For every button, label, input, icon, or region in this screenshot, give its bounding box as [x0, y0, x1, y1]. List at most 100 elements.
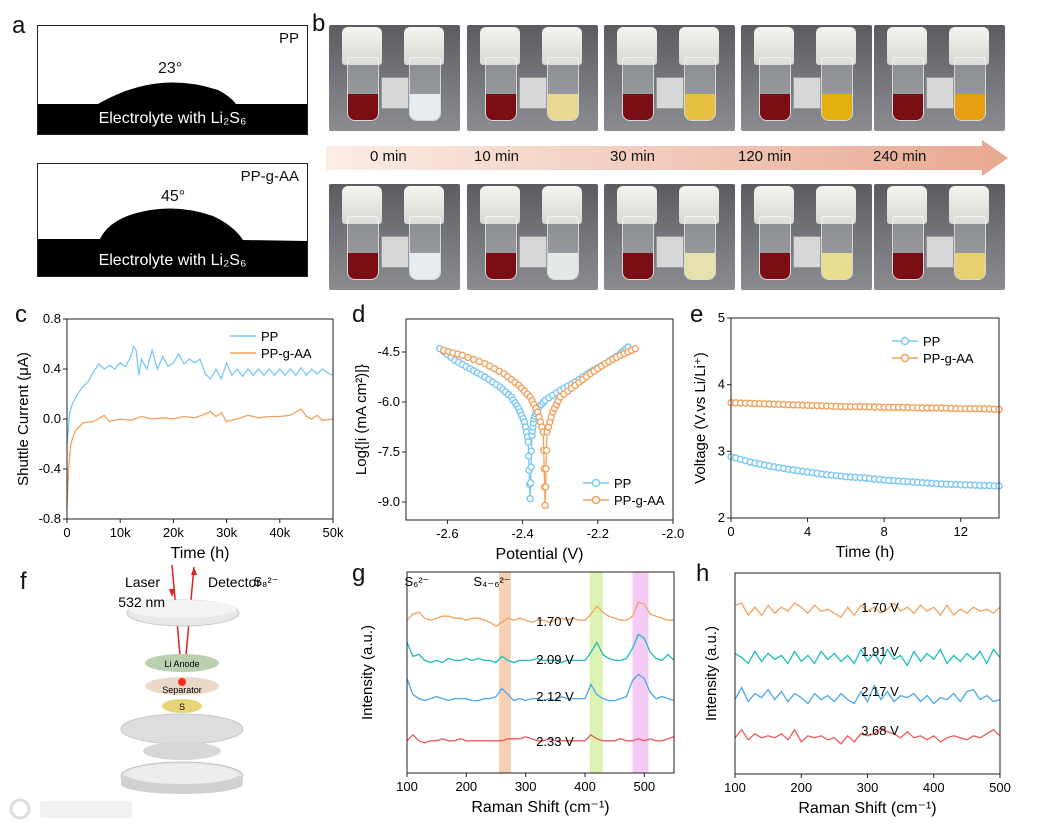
wavelength-label: 532 nm — [118, 594, 165, 610]
chart-g: S₈²⁻ S₆²⁻ S₄₋₆²⁻ 1.70 V 2.09 V 2.12 V 2.33 V 10… — [253, 571, 675, 816]
data-point — [524, 438, 532, 446]
data-point — [527, 463, 535, 471]
time-label: 240 min — [873, 148, 927, 165]
right-vial — [821, 216, 853, 280]
series-line-2-12-v — [406, 673, 675, 702]
h-cell-photo-pp-g-aa-4 — [874, 184, 1005, 290]
y-tick-label: 4 — [718, 377, 725, 392]
series-line-1-70-v — [406, 601, 674, 628]
x-tick-label: -2.6 — [436, 526, 458, 541]
h-cell-photo-pp-4 — [874, 25, 1005, 131]
highlight-band — [498, 572, 511, 773]
time-label: 120 min — [738, 148, 792, 165]
x-tick-label: -2.2 — [587, 526, 609, 541]
chart-e: PP PP-g-AA 0 4 8 12 2 3 4 5 Time (h) Voltage (V.vs … — [692, 310, 1003, 561]
trace-voltage-label: 2.09 V — [536, 652, 574, 667]
data-point — [541, 483, 550, 491]
x-tick-label: 100 — [396, 779, 418, 794]
y-tick-label: -7.5 — [378, 444, 400, 459]
panel-label-c: c — [15, 301, 27, 328]
trace-voltage-label: 3.68 V — [861, 723, 899, 738]
time-arrow — [326, 140, 1008, 176]
y-axis-label: Shuttle Current (μA) — [15, 352, 32, 486]
laser-spot — [178, 678, 186, 686]
y-tick-label: -9.0 — [378, 494, 400, 509]
plot-frame — [730, 317, 1000, 519]
contact-angle-value: 23° — [158, 60, 183, 77]
data-point — [631, 344, 640, 353]
data-point — [541, 501, 549, 510]
data-point — [542, 464, 550, 473]
separator-label: Separator — [162, 685, 202, 695]
y-tick-label: 5 — [718, 310, 725, 325]
left-vial — [892, 57, 924, 121]
data-point — [526, 479, 535, 487]
legend-label: PP — [923, 334, 940, 349]
y-tick-label: 0.0 — [43, 411, 61, 426]
droplet-silhouette — [38, 82, 307, 134]
right-vial — [954, 216, 986, 280]
x-tick-label: 8 — [881, 524, 888, 539]
highlight-band — [589, 572, 603, 773]
left-vial — [347, 216, 379, 280]
y-tick-label: -4.5 — [378, 344, 400, 359]
series-line-pp-g-aa — [66, 408, 334, 507]
x-tick-label: 4 — [804, 524, 811, 539]
x-tick-label: 100 — [724, 780, 746, 795]
trace-voltage-label: 1.70 V — [861, 600, 899, 615]
left-vial — [622, 57, 654, 121]
legend-label: PP — [614, 476, 631, 491]
left-vial — [759, 57, 791, 121]
panel-label-b: b — [312, 10, 326, 37]
li-anode-label: Li Anode — [164, 659, 199, 669]
clamp — [656, 77, 684, 109]
time-label: 0 min — [370, 148, 407, 165]
time-label: 10 min — [474, 148, 520, 165]
series-line-1-91-v — [734, 647, 1001, 667]
h-cell-photo-pp-g-aa-2 — [604, 184, 735, 290]
sulfur-cathode-disc — [162, 699, 202, 713]
legend-label: PP-g-AA — [261, 346, 312, 361]
x-tick-label: 500 — [989, 780, 1011, 795]
panel-label-e: e — [690, 301, 704, 328]
left-vial — [622, 216, 654, 280]
clamp — [926, 236, 954, 268]
highlight-band — [632, 572, 649, 773]
x-axis-label: Potential (V) — [495, 546, 583, 563]
panel-label-a: a — [12, 12, 26, 39]
legend-marker — [591, 495, 601, 505]
clamp — [793, 236, 821, 268]
x-tick-label: 50k — [323, 525, 344, 540]
x-tick-label: 300 — [857, 780, 879, 795]
right-vial — [409, 57, 441, 121]
detector-label: Detector — [208, 574, 260, 590]
clamp — [793, 77, 821, 109]
right-vial — [821, 57, 853, 121]
clamp — [519, 236, 547, 268]
series-line-2-33-v — [406, 733, 675, 744]
contact-angle-image-pp-g-aa: 45° PP-g-AA Electrolyte with Li₂S₆ — [37, 163, 308, 277]
band-label: S₄₋₆²⁻ — [473, 574, 510, 589]
panel-label-d: d — [352, 301, 366, 328]
raman-cell-diagram: Laser 532 nm Detector Li Anode Separator… — [118, 565, 260, 794]
left-vial — [485, 57, 517, 121]
y-tick-label: 0.4 — [43, 361, 61, 376]
li-anode-disc — [145, 654, 219, 672]
sample-name: PP-g-AA — [240, 168, 299, 185]
x-axis-label: Time (h) — [836, 544, 895, 561]
sample-name: PP — [278, 30, 299, 47]
series-line-pp — [66, 345, 334, 445]
y-tick-label: -0.4 — [39, 461, 61, 476]
left-vial — [759, 216, 791, 280]
x-tick-label: 200 — [455, 779, 477, 794]
data-point — [527, 447, 536, 455]
y-axis-label: Intensity (a.u.) — [359, 625, 376, 720]
trace-voltage-label: 1.91 V — [861, 644, 899, 659]
clamp — [656, 236, 684, 268]
legend-marker — [900, 353, 910, 363]
x-tick-label: 0 — [727, 524, 734, 539]
clamp — [381, 236, 409, 268]
trace-voltage-label: 2.17 V — [861, 684, 899, 699]
y-axis-label: Log{|i (mA cm²)|} — [353, 364, 370, 475]
x-tick-label: 12 — [953, 524, 967, 539]
